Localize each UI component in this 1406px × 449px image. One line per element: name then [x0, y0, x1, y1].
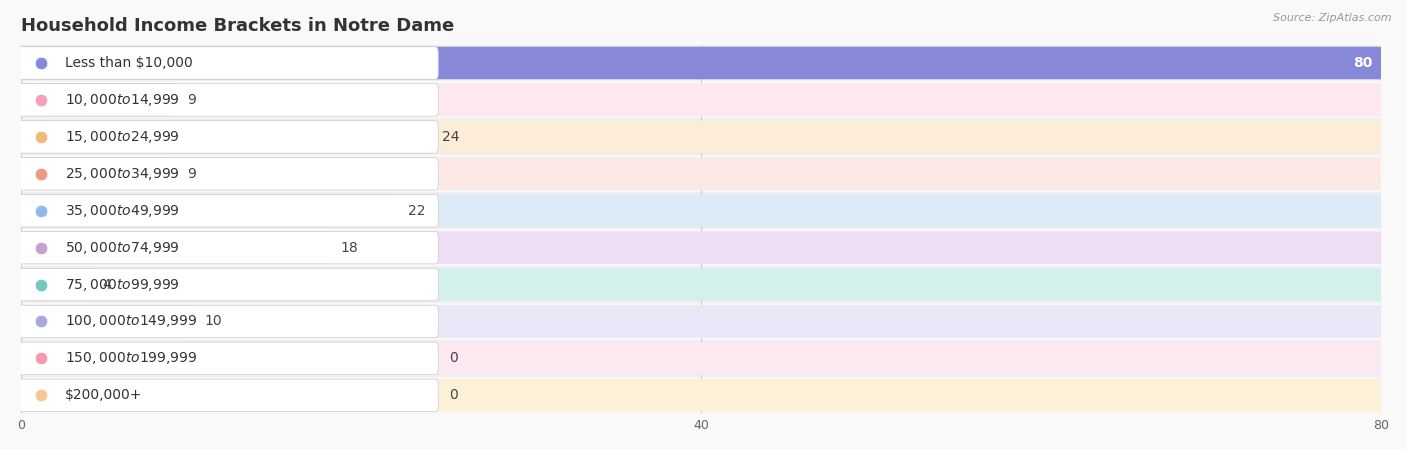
FancyBboxPatch shape	[18, 379, 1384, 412]
Bar	[21, 192, 1381, 229]
Bar	[21, 229, 1381, 266]
FancyBboxPatch shape	[18, 231, 329, 264]
Bar	[21, 340, 1381, 377]
FancyBboxPatch shape	[18, 121, 1384, 153]
Text: 10: 10	[204, 314, 222, 329]
FancyBboxPatch shape	[18, 47, 1384, 79]
FancyBboxPatch shape	[18, 342, 439, 374]
Text: 9: 9	[187, 93, 197, 107]
FancyBboxPatch shape	[18, 231, 439, 264]
Text: $15,000 to $24,999: $15,000 to $24,999	[65, 129, 180, 145]
FancyBboxPatch shape	[18, 84, 1384, 116]
Bar	[21, 44, 1381, 81]
Bar	[21, 377, 1381, 414]
Text: 9: 9	[187, 167, 197, 181]
Text: 80: 80	[1354, 56, 1372, 70]
FancyBboxPatch shape	[18, 47, 439, 79]
Text: $50,000 to $74,999: $50,000 to $74,999	[65, 240, 180, 255]
Text: Source: ZipAtlas.com: Source: ZipAtlas.com	[1274, 13, 1392, 23]
Bar	[21, 303, 1381, 340]
Text: $150,000 to $199,999: $150,000 to $199,999	[65, 350, 197, 366]
Text: $35,000 to $49,999: $35,000 to $49,999	[65, 202, 180, 219]
FancyBboxPatch shape	[18, 84, 439, 116]
FancyBboxPatch shape	[18, 121, 439, 153]
Text: Less than $10,000: Less than $10,000	[65, 56, 193, 70]
FancyBboxPatch shape	[18, 158, 1384, 190]
Text: $75,000 to $99,999: $75,000 to $99,999	[65, 277, 180, 293]
Bar	[21, 155, 1381, 192]
FancyBboxPatch shape	[18, 269, 439, 301]
Text: 22: 22	[409, 204, 426, 218]
Text: $10,000 to $14,999: $10,000 to $14,999	[65, 92, 180, 108]
FancyBboxPatch shape	[18, 194, 439, 227]
Text: 0: 0	[450, 352, 458, 365]
FancyBboxPatch shape	[18, 121, 432, 153]
FancyBboxPatch shape	[18, 305, 193, 338]
FancyBboxPatch shape	[18, 47, 1384, 79]
FancyBboxPatch shape	[18, 305, 1384, 338]
Bar	[21, 266, 1381, 303]
Text: 24: 24	[443, 130, 460, 144]
FancyBboxPatch shape	[18, 269, 91, 301]
FancyBboxPatch shape	[18, 305, 439, 338]
Text: 18: 18	[340, 241, 359, 255]
FancyBboxPatch shape	[18, 158, 176, 190]
Text: $200,000+: $200,000+	[65, 388, 142, 402]
Bar	[21, 119, 1381, 155]
FancyBboxPatch shape	[18, 194, 1384, 227]
FancyBboxPatch shape	[18, 231, 1384, 264]
Text: 0: 0	[450, 388, 458, 402]
FancyBboxPatch shape	[18, 342, 1384, 374]
FancyBboxPatch shape	[18, 379, 439, 412]
Text: $25,000 to $34,999: $25,000 to $34,999	[65, 166, 180, 182]
Bar	[21, 81, 1381, 119]
Text: 4: 4	[103, 277, 111, 291]
FancyBboxPatch shape	[18, 158, 439, 190]
Text: Household Income Brackets in Notre Dame: Household Income Brackets in Notre Dame	[21, 17, 454, 35]
FancyBboxPatch shape	[18, 84, 176, 116]
FancyBboxPatch shape	[18, 269, 1384, 301]
FancyBboxPatch shape	[18, 194, 398, 227]
Text: $100,000 to $149,999: $100,000 to $149,999	[65, 313, 197, 330]
